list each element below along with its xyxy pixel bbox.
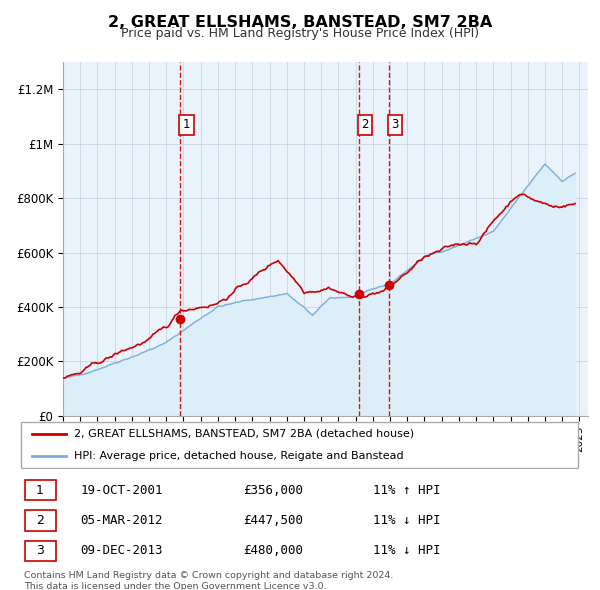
Text: 11% ↑ HPI: 11% ↑ HPI [373,484,441,497]
Text: 11% ↓ HPI: 11% ↓ HPI [373,514,441,527]
Text: 1: 1 [36,484,44,497]
Text: Price paid vs. HM Land Registry's House Price Index (HPI): Price paid vs. HM Land Registry's House … [121,27,479,40]
Text: 09-DEC-2013: 09-DEC-2013 [80,544,163,557]
Text: 2: 2 [36,514,44,527]
Text: 2: 2 [361,118,368,131]
Text: 1: 1 [182,118,190,131]
Text: 11% ↓ HPI: 11% ↓ HPI [373,544,441,557]
FancyBboxPatch shape [21,422,578,468]
Text: 19-OCT-2001: 19-OCT-2001 [80,484,163,497]
Text: £480,000: £480,000 [244,544,304,557]
FancyBboxPatch shape [25,480,56,500]
Text: 3: 3 [391,118,399,131]
Text: £447,500: £447,500 [244,514,304,527]
Text: £356,000: £356,000 [244,484,304,497]
Text: 3: 3 [36,544,44,557]
Text: 2, GREAT ELLSHAMS, BANSTEAD, SM7 2BA: 2, GREAT ELLSHAMS, BANSTEAD, SM7 2BA [108,15,492,30]
FancyBboxPatch shape [25,510,56,530]
Text: HPI: Average price, detached house, Reigate and Banstead: HPI: Average price, detached house, Reig… [74,451,404,461]
FancyBboxPatch shape [25,540,56,560]
Text: 2, GREAT ELLSHAMS, BANSTEAD, SM7 2BA (detached house): 2, GREAT ELLSHAMS, BANSTEAD, SM7 2BA (de… [74,429,415,439]
Text: Contains HM Land Registry data © Crown copyright and database right 2024.
This d: Contains HM Land Registry data © Crown c… [24,571,394,590]
Text: 05-MAR-2012: 05-MAR-2012 [80,514,163,527]
